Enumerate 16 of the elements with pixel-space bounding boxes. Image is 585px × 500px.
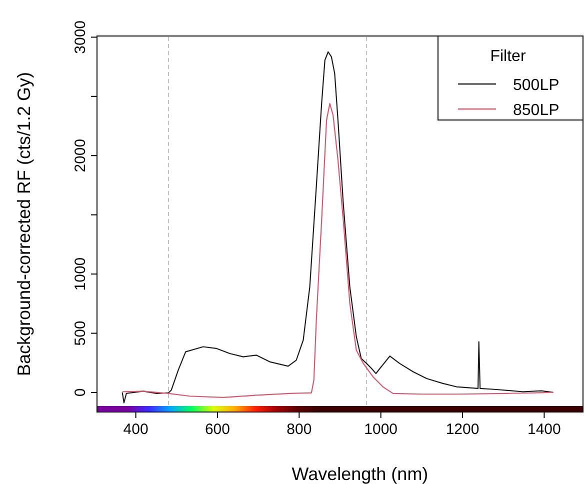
x-tick-label: 800	[286, 421, 312, 438]
legend-label: 500LP	[513, 77, 560, 94]
legend-label: 850LP	[513, 102, 560, 119]
y-axis-title: Background-corrected RF (cts/1.2 Gy)	[14, 72, 34, 376]
y-tick-label: 500	[72, 320, 89, 346]
y-tick-label: 1000	[72, 257, 89, 291]
y-tick-label: 2000	[72, 138, 89, 172]
x-tick-label: 1000	[364, 421, 398, 438]
y-tick-label: 0	[72, 388, 89, 397]
x-tick-label: 1400	[528, 421, 561, 438]
x-tick-label: 400	[123, 421, 148, 438]
legend-title: Filter	[490, 48, 526, 65]
x-axis-title: Wavelength (nm)	[292, 464, 428, 484]
y-tick-label: 3000	[72, 20, 89, 54]
x-tick-label: 1200	[446, 421, 480, 438]
x-tick-label: 600	[204, 421, 230, 438]
